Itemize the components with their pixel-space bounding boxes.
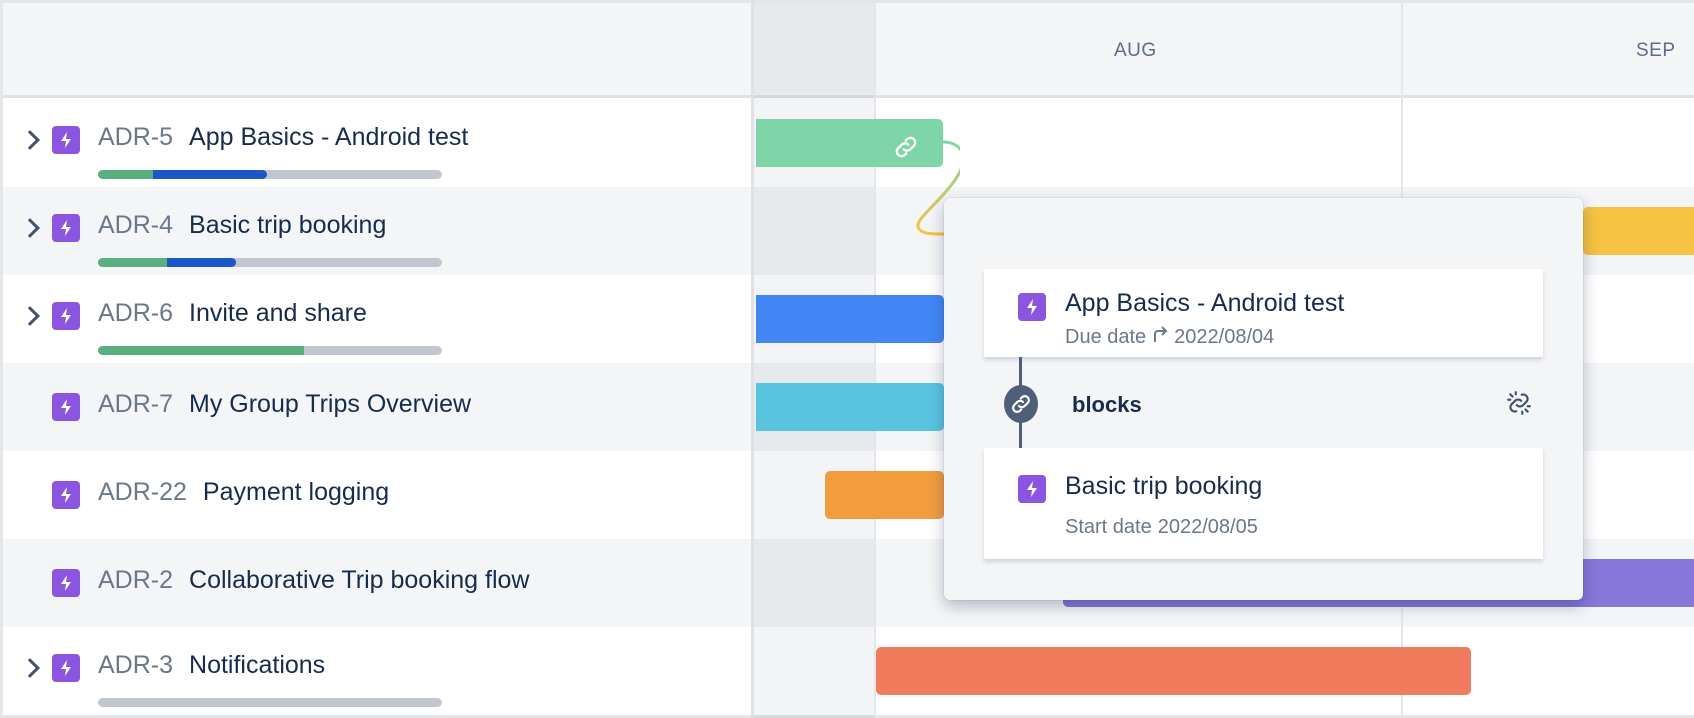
issue-row[interactable]: ADR-22 Payment logging <box>3 451 1694 539</box>
timeline-bar[interactable] <box>756 295 944 343</box>
issue-key[interactable]: ADR-3 <box>98 651 174 679</box>
unlink-icon[interactable] <box>1506 390 1532 421</box>
timeline-header <box>753 3 1694 98</box>
issue-key[interactable]: ADR-5 <box>98 123 174 151</box>
epic-icon <box>52 569 80 597</box>
timeline-bar[interactable] <box>876 647 1471 695</box>
issue-key[interactable]: ADR-7 <box>98 390 174 418</box>
date-label: Start date <box>1065 516 1152 538</box>
progress-done <box>98 346 305 355</box>
progress-bar <box>98 346 442 355</box>
issue-title[interactable]: Basic trip booking <box>189 211 387 239</box>
progress-bar <box>98 170 442 179</box>
relation-label: blocks <box>1072 392 1142 417</box>
epic-icon <box>52 214 80 242</box>
timeline-bar[interactable] <box>756 383 944 431</box>
chevron-right-icon[interactable] <box>20 658 40 678</box>
source-issue-date: Due date 2022/08/04 <box>1065 325 1274 349</box>
progress-done <box>98 258 167 267</box>
past-period-shade <box>754 3 875 718</box>
target-issue-card[interactable]: Basic trip booking Start date 2022/08/05 <box>984 448 1543 559</box>
epic-icon <box>1018 475 1046 503</box>
epic-icon <box>52 302 80 330</box>
chevron-right-icon[interactable] <box>20 218 40 238</box>
dependency-connector[interactable] <box>900 130 960 240</box>
issue-row[interactable]: ADR-6 Invite and share <box>3 275 1694 363</box>
month-label-sep: SEP <box>1636 40 1676 61</box>
target-issue-title: Basic trip booking <box>1065 472 1263 500</box>
timeline-bar[interactable] <box>1583 207 1694 255</box>
target-issue-date: Start date 2022/08/05 <box>1065 516 1258 539</box>
timeline-bar[interactable] <box>756 119 943 167</box>
epic-icon <box>52 126 80 154</box>
panel-splitter[interactable] <box>751 0 754 718</box>
date-value: 2022/08/04 <box>1174 325 1275 348</box>
issue-row[interactable]: ADR-5 App Basics - Android test <box>3 99 1694 187</box>
arrow-turn-icon <box>1152 325 1168 349</box>
dependency-popover: App Basics - Android test Due date 2022/… <box>944 198 1583 600</box>
progress-done <box>98 170 154 179</box>
list-header <box>3 3 753 98</box>
issue-title[interactable]: Notifications <box>189 651 326 679</box>
link-icon <box>1004 385 1038 423</box>
chevron-right-icon[interactable] <box>20 306 40 326</box>
source-issue-title: App Basics - Android test <box>1065 289 1345 317</box>
progress-bar <box>98 698 442 707</box>
issue-key[interactable]: ADR-2 <box>98 566 174 594</box>
progress-in-progress <box>153 170 267 179</box>
progress-bar <box>98 258 442 267</box>
issue-row[interactable]: ADR-3 Notifications <box>3 627 1694 715</box>
epic-icon <box>52 481 80 509</box>
link-icon[interactable] <box>892 133 920 166</box>
issue-key[interactable]: ADR-4 <box>98 211 174 239</box>
issue-title[interactable]: Collaborative Trip booking flow <box>189 566 530 594</box>
date-value: 2022/08/05 <box>1157 516 1258 538</box>
issue-title[interactable]: Invite and share <box>189 299 367 327</box>
issue-title[interactable]: My Group Trips Overview <box>189 390 472 418</box>
month-divider-aug <box>874 3 876 718</box>
timeline-bar[interactable] <box>825 471 944 519</box>
issue-key[interactable]: ADR-6 <box>98 299 174 327</box>
source-issue-card[interactable]: App Basics - Android test Due date 2022/… <box>984 269 1543 357</box>
month-label-aug: AUG <box>1114 40 1157 61</box>
progress-in-progress <box>166 258 236 267</box>
epic-icon <box>52 654 80 682</box>
issue-title[interactable]: App Basics - Android test <box>189 123 469 151</box>
issue-title[interactable]: Payment logging <box>202 478 390 506</box>
date-label: Due date <box>1065 325 1147 348</box>
epic-icon <box>52 393 80 421</box>
chevron-right-icon[interactable] <box>20 130 40 150</box>
issue-key[interactable]: ADR-22 <box>98 478 187 506</box>
epic-icon <box>1018 293 1046 321</box>
